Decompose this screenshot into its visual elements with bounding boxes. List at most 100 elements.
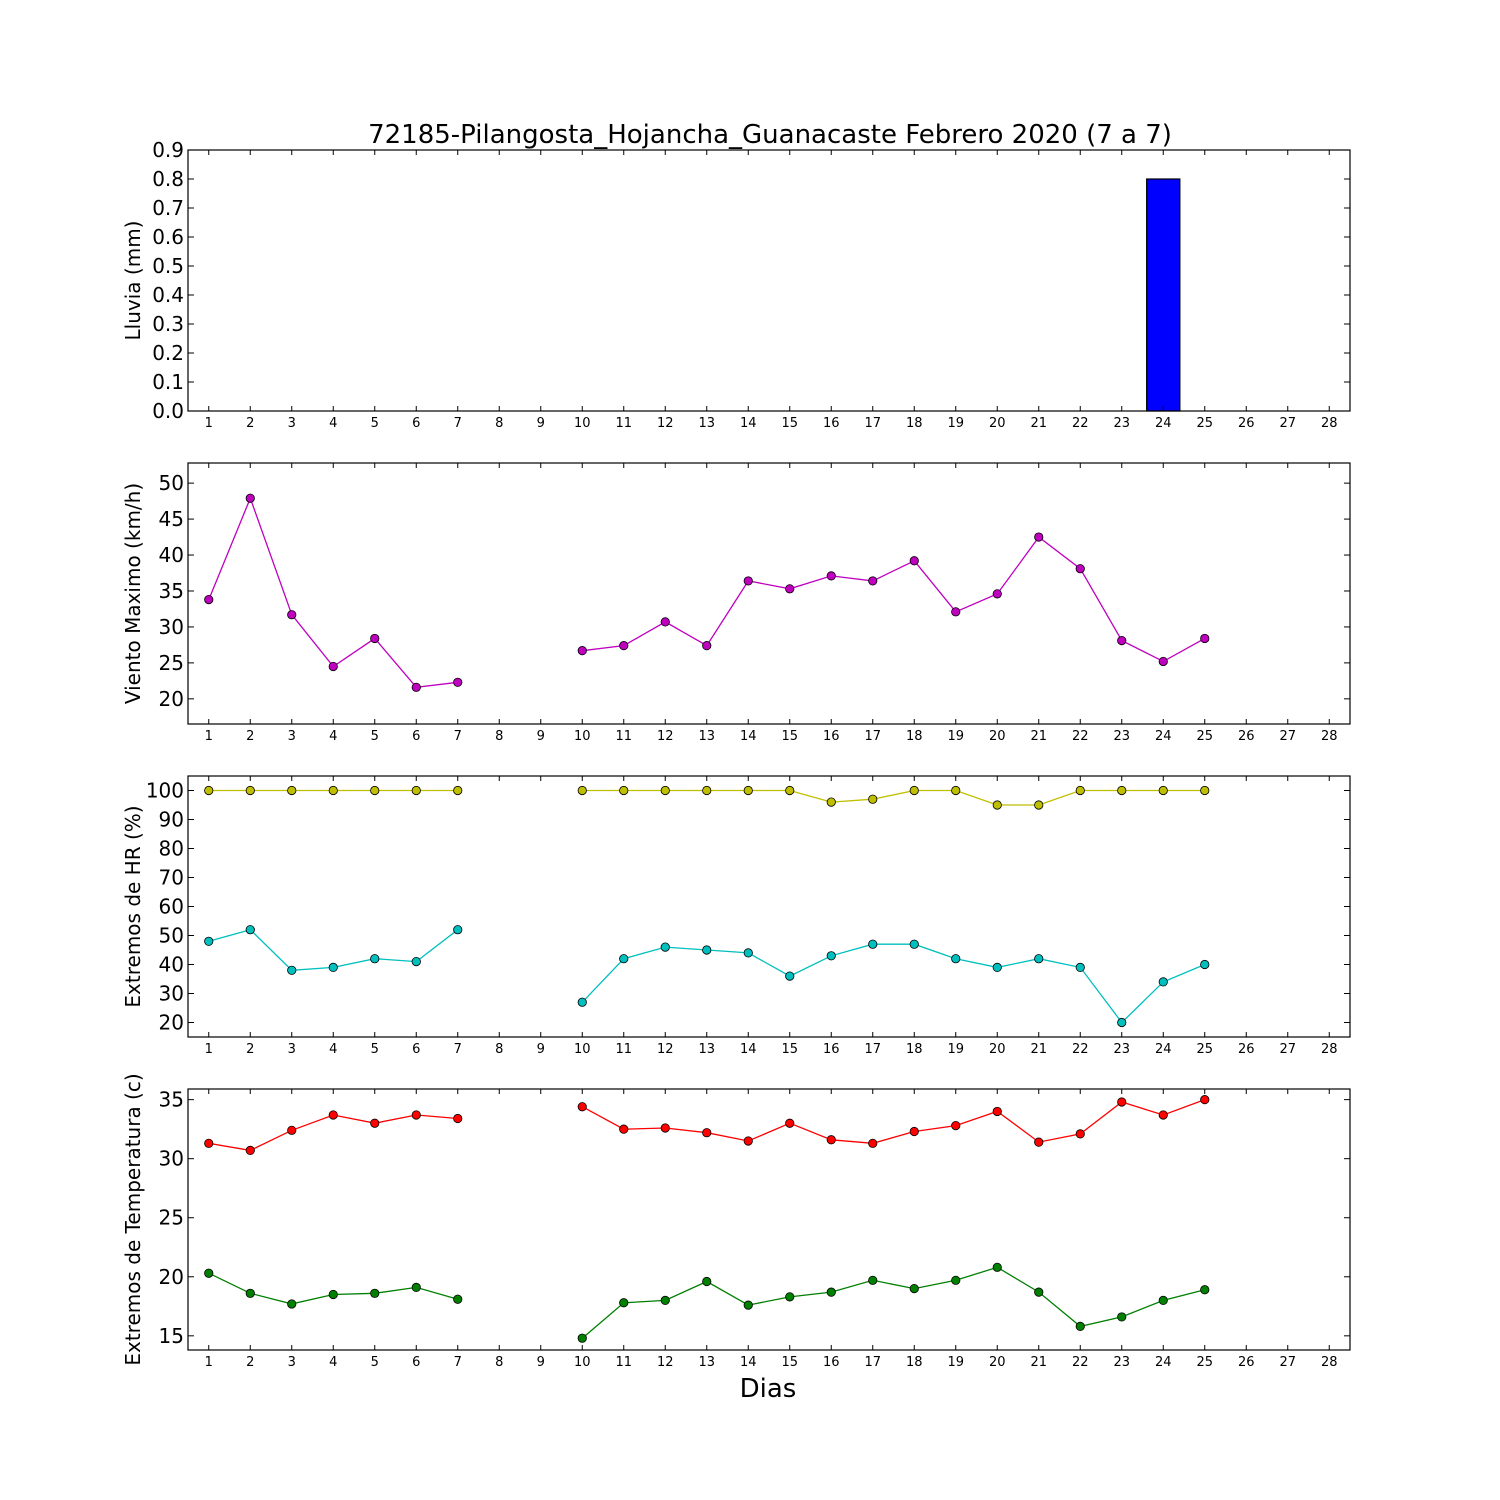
series-1-point-day-3 [287,610,297,620]
series-1-point-day-16 [826,571,836,581]
x-tick-label: 19 [947,416,964,431]
series-1-point-day-22 [1075,785,1085,796]
series-1-point-day-20 [992,589,1002,599]
x-tick-label: 13 [698,1355,715,1370]
series-1-point-day-1 [204,1138,214,1148]
y-tick-label: 30 [159,982,184,1006]
series-1-point-day-21 [1034,532,1044,542]
x-tick-label: 17 [864,729,881,744]
x-tick-label: 17 [864,416,881,431]
x-tick-label: 18 [906,1042,923,1057]
series-1-point-day-14 [743,1136,753,1146]
series-1-point-day-18 [909,1126,919,1137]
series-2-point-day-18 [909,939,919,949]
x-tick-label: 10 [574,729,591,744]
y-tick-label: 20 [159,687,184,711]
x-tick-label: 5 [371,729,379,744]
series-2-point-day-23 [1117,1312,1127,1322]
x-tick-label: 25 [1196,729,1213,744]
series-2-point-day-19 [951,1275,961,1285]
series-1-point-day-14 [743,576,753,586]
series-2-point-day-15 [785,971,795,981]
y-tick-label: 50 [159,924,184,948]
series-1-point-day-24 [1158,656,1168,667]
series-1-point-day-19 [951,785,961,796]
series-1-point-day-16 [826,797,836,807]
series-2-point-day-23 [1117,1017,1127,1028]
series-2-point-day-10 [577,1333,587,1343]
y-tick-label: 30 [159,1147,184,1171]
series-2-point-day-22 [1075,962,1085,973]
x-tick-label: 9 [537,1355,545,1370]
plot-frame [187,1088,1351,1351]
series-1-point-day-12 [660,617,670,627]
series-1-point-day-15 [785,1118,795,1128]
series-1-point-day-10 [577,785,587,796]
series-1-point-day-25 [1200,785,1210,796]
series-1-point-day-22 [1075,1129,1085,1139]
series-2-point-day-13 [702,1276,712,1287]
y-tick-label: 40 [159,543,184,567]
series-1-point-day-13 [702,641,712,651]
series-2-point-day-20 [992,1262,1002,1272]
series-1-point-day-13 [702,1128,712,1138]
series-2-point-day-17 [868,1275,878,1285]
x-tick-label: 13 [698,416,715,431]
series-1-point-day-19 [951,1121,961,1131]
x-tick-label: 23 [1113,1355,1130,1370]
y-tick-label: 60 [159,895,184,919]
y-tick-label: 0.1 [152,370,184,394]
series-1-point-day-11 [619,785,629,796]
series-1-point-day-4 [328,1110,338,1120]
x-tick-label: 26 [1238,729,1255,744]
y-tick-label: 100 [146,779,184,803]
x-tick-label: 25 [1196,1042,1213,1057]
x-tick-label: 15 [781,1042,798,1057]
series-1-point-day-24 [1158,1110,1168,1120]
x-tick-label: 4 [329,1355,337,1370]
series-1-point-day-20 [992,1106,1002,1117]
series-2-point-day-3 [287,965,297,975]
series-2-point-day-24 [1158,1295,1168,1305]
series-2-point-day-13 [702,945,712,955]
x-tick-label: 8 [495,729,503,744]
x-tick-label: 21 [1030,1355,1047,1370]
x-tick-label: 21 [1030,729,1047,744]
x-tick-label: 14 [740,1355,757,1370]
series-1-point-day-12 [660,1123,670,1133]
y-tick-label: 35 [159,1088,184,1112]
x-tick-label: 15 [781,416,798,431]
x-tick-label: 1 [205,1355,213,1370]
y-tick-label: 15 [159,1324,184,1348]
x-tick-label: 19 [947,729,964,744]
x-tick-label: 9 [537,729,545,744]
bar-day-24 [1146,178,1181,412]
series-1-point-day-5 [370,785,380,796]
y-tick-label: 0.2 [152,341,184,365]
series-1-point-day-21 [1034,800,1044,810]
x-tick-label: 10 [574,1042,591,1057]
series-1-point-day-1 [204,785,214,796]
series-2-point-day-5 [370,1288,380,1298]
x-tick-label: 23 [1113,729,1130,744]
series-2-point-day-25 [1200,959,1210,970]
x-tick-label: 9 [537,1042,545,1057]
x-tick-label: 4 [329,416,337,431]
series-1-point-day-2 [245,785,255,796]
series-1-point-day-15 [785,785,795,796]
series-2-point-day-7 [453,925,463,935]
x-axis-label: Dias [740,1374,797,1404]
series-1-point-day-10 [577,1102,587,1112]
series-1-point-day-1 [204,595,214,605]
x-tick-label: 6 [412,1355,420,1370]
y-tick-label: 35 [159,579,184,603]
y-axis-label: Viento Maximo (km/h) [121,483,145,704]
x-tick-label: 25 [1196,416,1213,431]
series-2-point-day-1 [204,1268,214,1278]
y-tick-label: 70 [159,866,184,890]
series-2-point-day-11 [619,1298,629,1308]
series-1-point-day-22 [1075,564,1085,574]
x-tick-label: 5 [371,416,379,431]
x-tick-label: 27 [1279,1042,1296,1057]
x-tick-label: 7 [454,729,462,744]
